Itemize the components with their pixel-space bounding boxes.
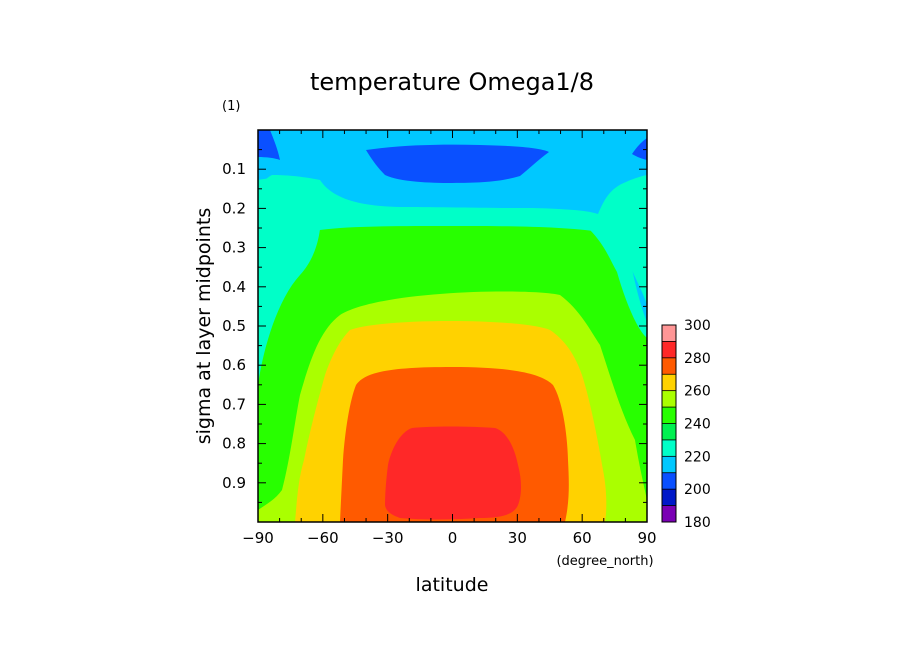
band-280-290 — [385, 426, 521, 520]
band-220-230-upper — [258, 175, 647, 305]
axis-ticks: −90 −60 −30 0 30 60 90 0.1 0.2 0.3 0.4 0.5 0.6 0.7 0.8… — [222, 130, 657, 547]
band-210-220 — [258, 130, 647, 322]
colorbar-swatch — [662, 489, 676, 506]
x-tick-label: −30 — [372, 529, 404, 547]
y-tick-label: 0.3 — [222, 239, 246, 257]
y-axis-label: sigma at layer midpoints — [193, 208, 215, 444]
band-200-210-right — [632, 138, 647, 160]
colorbar-swatch — [662, 472, 676, 490]
y-tick-label: 0.5 — [222, 317, 246, 335]
band-200-210-center — [366, 144, 549, 183]
colorbar-swatch — [662, 325, 676, 342]
colorbar-swatch — [662, 357, 676, 375]
colorbar-swatch — [662, 341, 676, 358]
y-tick-label: 0.9 — [222, 474, 246, 492]
x-tick-label: 0 — [448, 529, 458, 547]
y-tick-label: 0.7 — [222, 395, 246, 413]
x-tick-label: −60 — [307, 529, 339, 547]
chart-subtitle: (1) — [222, 99, 240, 114]
colorbar-label: 260 — [684, 384, 711, 400]
colorbar-label: 280 — [684, 351, 711, 367]
band-200-210-left — [258, 130, 280, 160]
colorbar-label: 220 — [684, 449, 711, 465]
y-tick-label: 0.6 — [222, 356, 246, 374]
x-axis-label: latitude — [416, 574, 489, 596]
colorbar-label: 240 — [684, 417, 711, 433]
x-tick-label: −90 — [242, 529, 274, 547]
x-axis-unit: (degree_north) — [556, 554, 653, 569]
colorbar-swatch — [662, 390, 676, 408]
y-tick-label: 0.2 — [222, 199, 246, 217]
x-tick-label: 90 — [637, 529, 656, 547]
colorbar-swatch — [662, 439, 676, 457]
colorbar-label: 180 — [684, 515, 711, 531]
x-tick-label: 60 — [573, 529, 592, 547]
colorbar-label: 200 — [684, 482, 711, 498]
colorbar-swatch — [662, 374, 676, 391]
contour-field — [258, 130, 647, 522]
y-tick-label: 0.1 — [222, 160, 246, 178]
x-tick-label: 30 — [508, 529, 527, 547]
colorbar-swatch — [662, 423, 676, 440]
y-tick-label: 0.8 — [222, 435, 246, 453]
colorbar-swatch — [662, 407, 676, 424]
y-tick-label: 0.4 — [222, 278, 246, 296]
colorbar: 180 200 220 240 260 280 300 — [661, 318, 711, 531]
colorbar-swatch — [662, 505, 676, 522]
colorbar-label: 300 — [684, 318, 711, 334]
chart-title: temperature Omega1/8 — [310, 68, 594, 96]
colorbar-swatch — [662, 456, 676, 473]
